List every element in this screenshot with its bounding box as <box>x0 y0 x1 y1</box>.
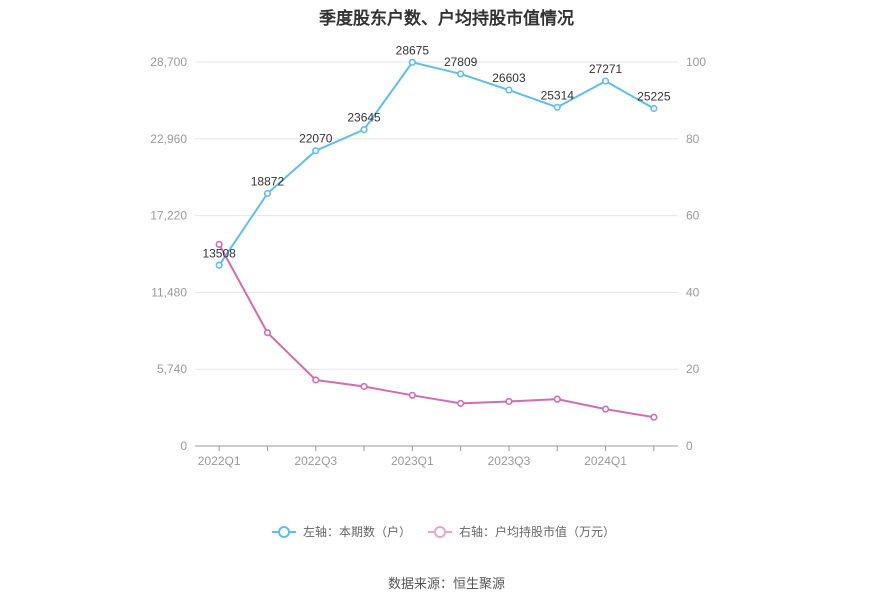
right-axis-tick-label: 20 <box>686 362 700 376</box>
data-label: 13508 <box>202 246 236 260</box>
axes: 0 5,740 11,480 17,220 22,960 28,700 0 20 40 60 80 1… <box>150 55 706 468</box>
series-lines <box>218 61 655 419</box>
right-axis-tick-label: 100 <box>686 55 706 69</box>
data-point <box>215 261 223 269</box>
data-point <box>360 126 368 134</box>
data-point <box>650 104 658 113</box>
grid-lines <box>195 61 678 370</box>
legend-label: 左轴：本期数（户） <box>303 524 411 539</box>
data-point <box>601 77 610 85</box>
data-source: 数据来源：恒生聚源 <box>387 576 505 591</box>
data-point <box>360 382 368 391</box>
data-point <box>457 399 465 407</box>
right-axis-tick-label: 80 <box>686 132 700 146</box>
data-point <box>650 413 658 421</box>
left-axis-tick-label: 17,220 <box>150 209 187 223</box>
legend: 左轴：本期数（户） 右轴：户均持股市值（万元） <box>272 524 615 539</box>
data-label: 27271 <box>589 62 623 76</box>
x-axis-tick-label: 2023Q1 <box>391 454 434 468</box>
data-labels: 13508 18872 22070 23645 28675 27809 26603 25314… <box>202 43 670 260</box>
data-label: 23645 <box>347 111 381 125</box>
x-axis-tick-label: 2024Q1 <box>584 454 627 468</box>
data-label: 18872 <box>251 174 285 188</box>
data-point <box>215 240 223 248</box>
data-point <box>408 391 416 399</box>
left-axis-tick-label: 5,740 <box>157 362 187 376</box>
legend-marker <box>278 526 290 538</box>
chart-title: 季度股东户数、户均持股市值情况 <box>319 9 574 28</box>
legend-item-2: 右轴：户均持股市值（万元） <box>428 524 615 539</box>
legend-item-1: 左轴：本期数（户） <box>272 524 411 539</box>
right-axis-tick-label: 60 <box>686 209 700 223</box>
data-point <box>457 70 465 78</box>
data-point <box>263 189 272 198</box>
left-axis-tick-label: 11,480 <box>151 285 187 299</box>
data-point <box>553 103 561 111</box>
x-axis-tick-label: 2022Q1 <box>198 454 241 468</box>
x-axis-tick-label: 2023Q3 <box>488 454 531 468</box>
data-point <box>408 58 416 66</box>
data-point <box>601 405 610 413</box>
series-line-2 <box>218 243 655 419</box>
data-label: 26603 <box>492 71 526 85</box>
data-label: 28675 <box>396 43 430 57</box>
series-points <box>215 58 658 421</box>
data-point <box>553 395 561 403</box>
legend-label: 右轴：户均持股市值（万元） <box>459 524 615 539</box>
x-axis-tick-label: 2022Q3 <box>294 454 337 468</box>
left-axis-tick-label: 22,960 <box>150 132 187 146</box>
right-axis-tick-label: 40 <box>686 285 700 299</box>
data-point <box>312 147 320 155</box>
data-point <box>263 329 272 337</box>
data-label: 22070 <box>299 132 333 146</box>
data-label: 25225 <box>637 89 671 103</box>
data-point <box>505 397 513 406</box>
left-axis-tick-label: 0 <box>180 439 187 453</box>
series-line-1 <box>218 61 655 266</box>
left-axis-tick-label: 28,700 <box>150 55 187 69</box>
data-label: 27809 <box>444 55 478 69</box>
data-label: 25314 <box>541 88 575 102</box>
right-axis-tick-label: 0 <box>686 439 693 453</box>
data-point <box>505 86 513 94</box>
legend-marker <box>434 526 446 538</box>
data-point <box>312 376 320 384</box>
